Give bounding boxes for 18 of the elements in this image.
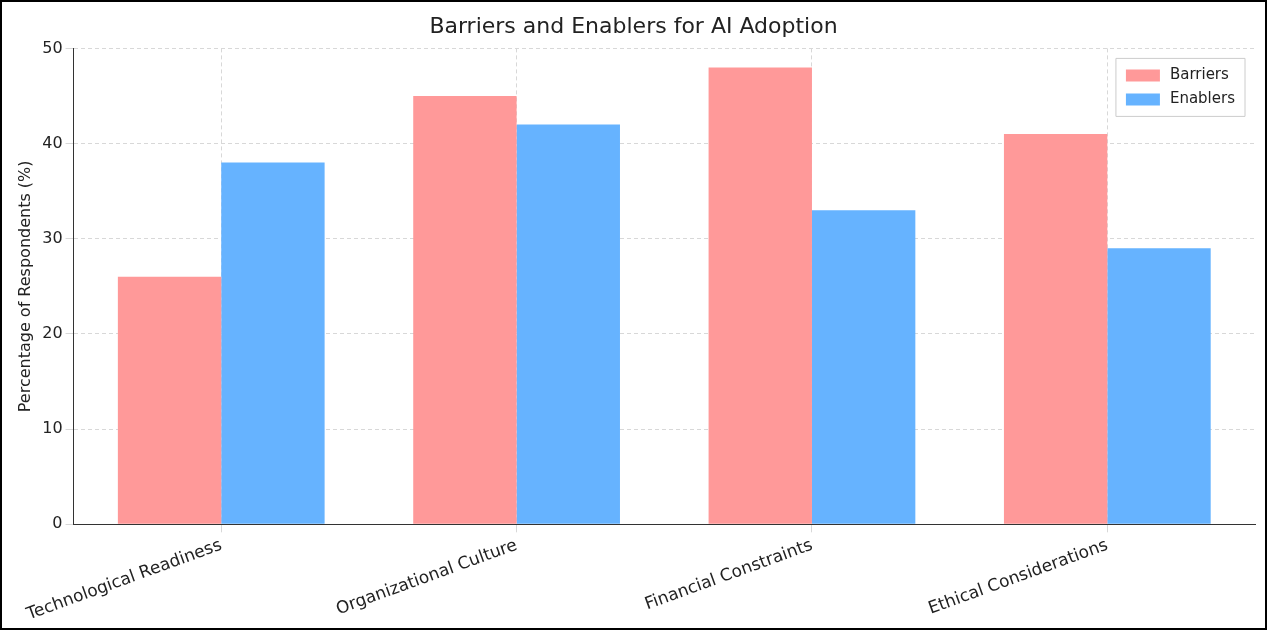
y-tick-label: 20 <box>42 323 63 343</box>
bar <box>811 210 916 524</box>
bar <box>1003 134 1108 524</box>
y-tick-label: 10 <box>42 418 63 438</box>
y-axis-title: Percentage of Respondents (%) <box>14 160 34 413</box>
y-tick-label: 0 <box>52 513 63 533</box>
bar <box>413 95 517 524</box>
bar <box>221 162 325 524</box>
bar <box>117 276 222 524</box>
chart-title: Barriers and Enablers for AI Adoption <box>429 12 838 38</box>
y-tick-label: 30 <box>42 227 63 247</box>
legend-label: Barriers <box>1169 65 1230 84</box>
legend-label: Enablers <box>1169 89 1236 108</box>
bar <box>1107 248 1211 524</box>
y-tick-label: 40 <box>42 132 63 152</box>
bar <box>708 67 812 524</box>
bar <box>516 124 620 524</box>
y-tick-label: 50 <box>42 37 63 57</box>
